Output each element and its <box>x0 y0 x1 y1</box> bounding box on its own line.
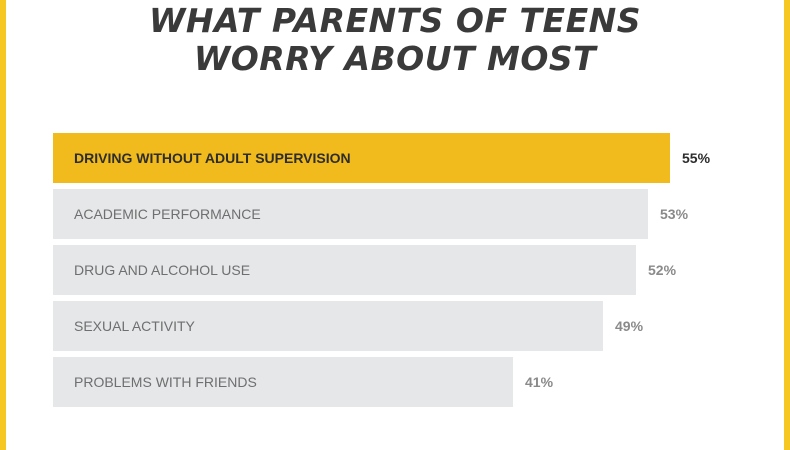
chart-title: WHAT PARENTS OF TEENS WORRY ABOUT MOST <box>0 2 790 78</box>
frame-right-border <box>784 0 790 450</box>
bar-value-label: 55% <box>682 150 711 166</box>
bar-category-label: SEXUAL ACTIVITY <box>74 318 195 334</box>
chart-title-line-2: WORRY ABOUT MOST <box>193 39 597 78</box>
bar-category-label: DRIVING WITHOUT ADULT SUPERVISION <box>74 150 351 166</box>
bar-2: DRUG AND ALCOHOL USE <box>53 245 636 295</box>
bar-value-label: 53% <box>660 206 689 222</box>
bar-category-label: DRUG AND ALCOHOL USE <box>74 262 251 278</box>
bar-value-label: 49% <box>615 318 644 334</box>
bar-3: SEXUAL ACTIVITY <box>53 301 603 351</box>
bar-category-label: PROBLEMS WITH FRIENDS <box>74 374 257 390</box>
chart-title-line-1: WHAT PARENTS OF TEENS <box>149 1 641 40</box>
bar-1: ACADEMIC PERFORMANCE <box>53 189 648 239</box>
bar-4: PROBLEMS WITH FRIENDS <box>53 357 513 407</box>
frame-left-border <box>0 0 6 450</box>
bar-value-label: 52% <box>648 262 677 278</box>
bar-category-label: ACADEMIC PERFORMANCE <box>74 206 261 222</box>
bar-value-label: 41% <box>525 374 554 390</box>
bar-0: DRIVING WITHOUT ADULT SUPERVISION <box>53 133 670 183</box>
